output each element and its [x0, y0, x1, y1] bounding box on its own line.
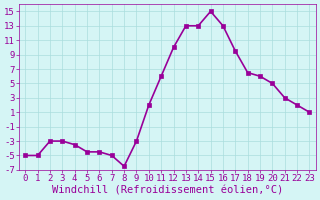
X-axis label: Windchill (Refroidissement éolien,°C): Windchill (Refroidissement éolien,°C) — [52, 186, 283, 196]
